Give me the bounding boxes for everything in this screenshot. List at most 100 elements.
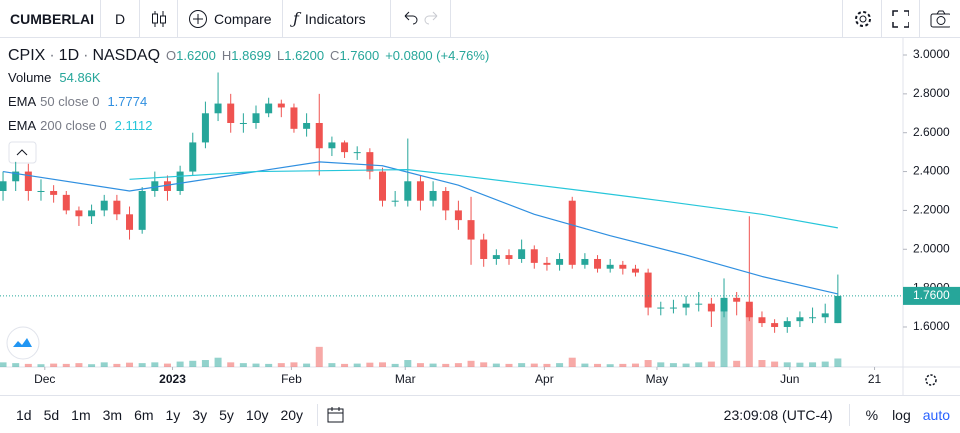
auto-toggle[interactable]: auto	[922, 406, 950, 423]
volume-bar	[669, 363, 677, 367]
range-button[interactable]: 5d	[43, 406, 60, 423]
y-tick-label: 1.6000	[913, 319, 950, 333]
candle-body	[239, 122, 247, 124]
range-button[interactable]: 3y	[192, 406, 208, 423]
volume-bar	[796, 362, 804, 367]
candle-body	[758, 317, 766, 324]
ema-name: EMA	[8, 118, 37, 133]
volume-bar	[606, 364, 614, 367]
volume-bar	[682, 363, 690, 367]
close-value: 1.7600	[339, 48, 379, 63]
volume-bar	[442, 363, 450, 367]
candle-body	[0, 181, 7, 191]
candle-body	[809, 317, 817, 319]
candle-body	[707, 303, 715, 312]
volume-bar	[138, 363, 146, 367]
top-toolbar: CUMBERLAI D Compare ƒ Indicators	[0, 0, 960, 38]
open-value: 1.6200	[176, 48, 216, 63]
volume-bar	[568, 357, 576, 367]
indicators[interactable]: ƒ Indicators	[283, 0, 391, 38]
candle-body	[783, 321, 791, 327]
candle-body	[151, 181, 159, 191]
y-tick-label: 2.0000	[913, 241, 950, 255]
volume-bar	[416, 363, 424, 367]
collapse-button[interactable]	[8, 141, 37, 164]
settings[interactable]	[842, 0, 882, 38]
volume-bar	[530, 363, 538, 367]
range-button[interactable]: 1m	[71, 406, 91, 423]
x-tick-label: Mar	[395, 372, 416, 386]
candle-body	[821, 313, 829, 318]
candle-body	[467, 220, 475, 240]
range-buttons: 1d 5d 1m 3m 6m 1y 3y 5y 10y 20y	[0, 407, 309, 423]
low-value: 1.6200	[284, 48, 324, 63]
volume-bar	[100, 362, 108, 367]
candle-body	[201, 113, 209, 143]
legend-symbol: CPIX	[8, 47, 46, 64]
y-tick-label: 2.4000	[913, 164, 950, 178]
expand-icon	[892, 9, 909, 28]
compare-label: Compare	[214, 10, 272, 27]
undo-redo-icons	[404, 11, 438, 24]
snapshot[interactable]	[920, 0, 960, 38]
range-button[interactable]: 6m	[134, 406, 154, 423]
volume-bar	[404, 360, 412, 367]
volume-bar	[0, 362, 7, 367]
volume-bar	[214, 357, 222, 367]
candle-body	[657, 307, 665, 309]
ema-line	[129, 169, 838, 229]
ema-params: 50 close 0	[40, 94, 99, 109]
log-toggle[interactable]: log	[892, 406, 911, 423]
candle-body	[492, 255, 500, 259]
candle-body	[416, 181, 424, 201]
symbol-search[interactable]: CUMBERLAI	[0, 0, 101, 38]
camera-icon	[930, 10, 950, 27]
range-button[interactable]: 3m	[102, 406, 123, 423]
candle-body	[669, 307, 677, 309]
chart: CPIX · 1D · NASDAQ O1.6200 H1.8699 L1.6200 C1.7…	[0, 38, 960, 395]
interval[interactable]: D	[101, 0, 140, 38]
chart-style[interactable]	[140, 0, 178, 38]
range-button[interactable]: 5y	[219, 406, 234, 423]
ema-legend-item: EMA 50 close 0 1.7774	[8, 94, 147, 109]
candle-body	[37, 190, 45, 192]
axis-settings[interactable]	[925, 374, 937, 386]
candle-body	[176, 171, 184, 191]
range-button[interactable]: 20y	[280, 406, 304, 423]
undo-redo[interactable]	[391, 0, 451, 38]
volume-bar	[366, 362, 374, 367]
candle-body	[480, 239, 488, 259]
volume-bar	[341, 363, 349, 367]
legend-ohlc: O1.6200 H1.8699 L1.6200 C1.7600 +0.0800 (+4.…	[166, 48, 489, 63]
volume-bar	[239, 363, 247, 367]
candle-body	[568, 200, 576, 265]
range-button[interactable]: 1y	[165, 406, 181, 423]
candle-body	[771, 323, 779, 327]
range-button[interactable]: 10y	[245, 406, 269, 423]
symbol: CUMBERLAI	[10, 10, 94, 27]
volume-bar	[834, 358, 842, 367]
x-tick-label: 2023	[159, 372, 186, 386]
last-price-tag	[903, 286, 960, 305]
volume-bar	[24, 363, 32, 367]
percent-toggle[interactable]: %	[865, 406, 879, 423]
volume-bar	[227, 362, 235, 367]
candles-icon	[151, 10, 166, 27]
candle-body	[834, 295, 842, 324]
plus-icon	[189, 9, 207, 28]
volume-bar	[707, 361, 715, 367]
logo[interactable]	[6, 326, 40, 360]
compare[interactable]: Compare	[178, 0, 283, 38]
volume-bar	[783, 362, 791, 367]
date-range-icon[interactable]	[326, 406, 346, 424]
fx-icon: ƒ	[293, 9, 299, 28]
ema-legend: EMA 50 close 0 1.7774 EMA 200 close 0 2.1112	[8, 94, 153, 133]
clock: 23:09:08 (UTC-4)	[723, 406, 833, 423]
range-button[interactable]: 1d	[16, 406, 32, 423]
ema-params: 200 close 0	[40, 118, 107, 133]
volume-bar	[265, 363, 273, 367]
volume-bar	[644, 360, 652, 367]
fullscreen[interactable]	[882, 0, 920, 38]
x-tick-label: Apr	[535, 372, 554, 386]
volume-bar	[720, 305, 728, 367]
